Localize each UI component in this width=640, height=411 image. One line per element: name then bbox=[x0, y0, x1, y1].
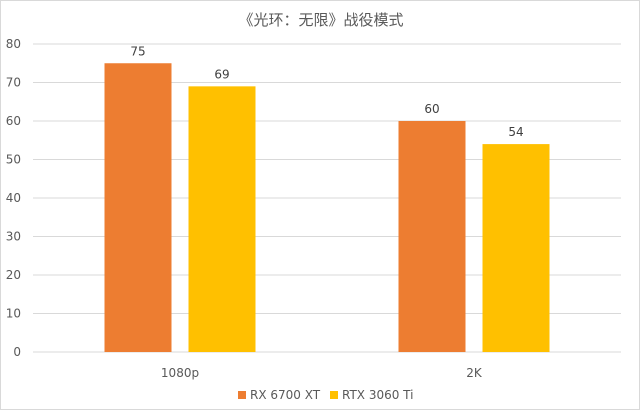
data-label: 75 bbox=[130, 44, 145, 58]
y-tick-label: 0 bbox=[13, 345, 21, 359]
legend-label: RX 6700 XT bbox=[250, 388, 321, 402]
legend: RX 6700 XT RTX 3060 Ti bbox=[238, 388, 413, 402]
y-tick-label: 30 bbox=[6, 230, 21, 244]
y-tick-label: 80 bbox=[6, 37, 21, 51]
bar-0-0 bbox=[104, 63, 172, 352]
x-tick-label: 1080p bbox=[161, 366, 199, 380]
chart-title: 《光环：无限》战役模式 bbox=[238, 11, 403, 29]
data-label: 60 bbox=[424, 102, 439, 116]
legend-swatch bbox=[238, 391, 246, 399]
data-label: 54 bbox=[508, 125, 523, 139]
y-tick-label: 40 bbox=[6, 191, 21, 205]
y-tick-label: 70 bbox=[6, 76, 21, 90]
y-tick-label: 60 bbox=[6, 114, 21, 128]
x-tick-label: 2K bbox=[466, 366, 483, 380]
bar-0-1 bbox=[398, 121, 466, 352]
legend-label: RTX 3060 Ti bbox=[342, 388, 413, 402]
bars bbox=[104, 63, 550, 352]
bar-1-0 bbox=[188, 86, 256, 352]
data-label: 69 bbox=[214, 67, 229, 81]
y-axis-ticks: 0 10 20 30 40 50 60 70 80 bbox=[6, 37, 21, 359]
legend-swatch bbox=[330, 391, 338, 399]
data-labels: 75 69 60 54 bbox=[130, 44, 523, 139]
y-tick-label: 10 bbox=[6, 307, 21, 321]
x-axis-ticks: 1080p 2K bbox=[161, 366, 483, 380]
y-tick-label: 20 bbox=[6, 268, 21, 282]
bar-1-1 bbox=[482, 144, 550, 352]
y-tick-label: 50 bbox=[6, 153, 21, 167]
